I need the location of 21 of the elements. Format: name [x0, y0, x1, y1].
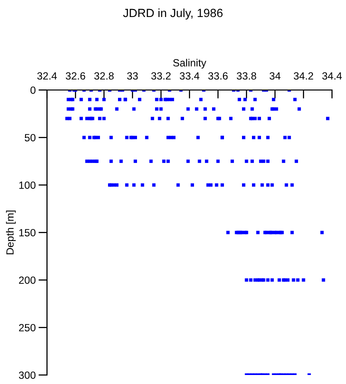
- x-tick-label: 34.4: [322, 72, 342, 80]
- x-tick-label: 34: [270, 72, 280, 80]
- y-tick-label: 150: [19, 229, 36, 236]
- x-tick-label: 33.8: [236, 72, 256, 80]
- y-tick-label: 300: [18, 372, 36, 379]
- y-tick-label: 250: [19, 324, 36, 332]
- chart-title: JDRD in July, 1986: [123, 8, 223, 20]
- x-tick-label: 33: [127, 72, 138, 80]
- x-tick-label: 33.4: [180, 72, 200, 80]
- x-tick-label: 33.2: [151, 72, 171, 80]
- y-axis-title: Depth [m]: [6, 210, 16, 254]
- x-tick-label: 32.6: [66, 72, 86, 80]
- y-tick-label: 50: [24, 134, 36, 142]
- y-tick-label: 0: [30, 86, 36, 94]
- x-tick-label: 32.8: [94, 72, 114, 80]
- x-tick-label: 32.4: [37, 72, 57, 80]
- y-tick-label: 200: [19, 276, 36, 284]
- y-tick-label: 100: [19, 182, 36, 189]
- x-tick-label: 34.2: [294, 72, 314, 80]
- x-axis-title: Salinity: [173, 58, 206, 69]
- x-tick-label: 33.6: [208, 72, 228, 80]
